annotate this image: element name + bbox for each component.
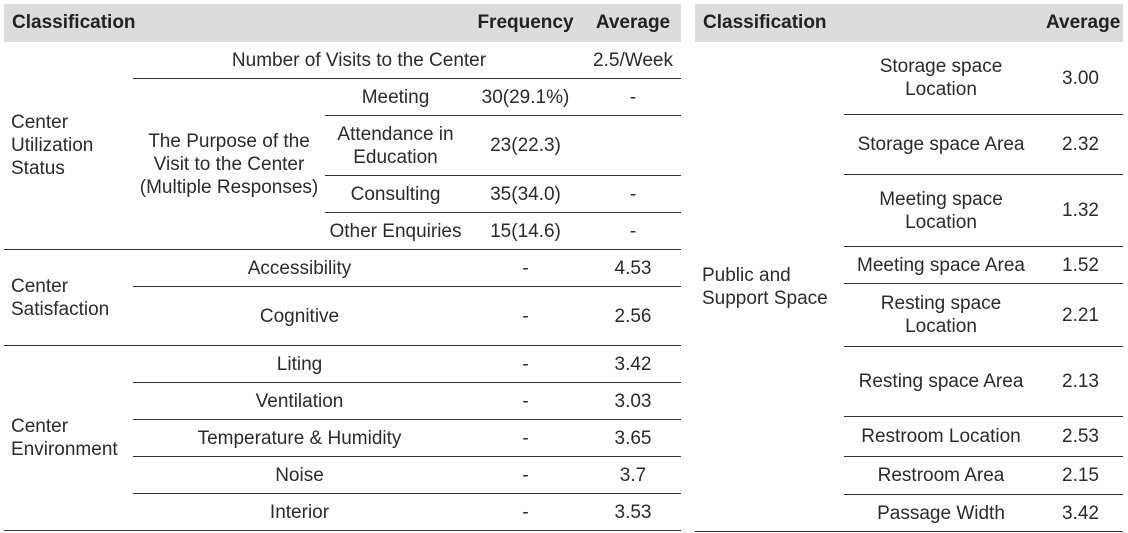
utilization-table: Classification Frequency Average Center … — [4, 4, 681, 531]
space-average: 2.32 — [1038, 114, 1124, 175]
table-row: Cognitive - 2.56 — [4, 286, 681, 346]
table-row: Center Environment Liting - 3.42 — [4, 345, 681, 531]
space-average: 3.42 — [1038, 494, 1124, 532]
space-average: 1.32 — [1038, 174, 1124, 247]
environment-average: 3.42 — [585, 345, 681, 383]
space-average: 2.13 — [1038, 346, 1124, 417]
environment-item: Temperature & Humidity — [133, 419, 466, 457]
satisfaction-frequency: - — [466, 286, 585, 346]
table-row: Center Utilization Status Number of Visi… — [4, 42, 681, 250]
header-row: Classification Average — [695, 4, 1124, 42]
table-row: Resting space Area 2.13 — [695, 346, 1124, 417]
satisfaction-average: 4.53 — [585, 249, 681, 287]
table-row: Passage Width 3.42 — [695, 494, 1124, 532]
satisfaction-frequency: - — [466, 249, 585, 287]
space-item: Resting space Area — [844, 346, 1039, 417]
table-row: Center Satisfaction Accessibility - 4.53 — [4, 249, 681, 346]
space-average: 2.21 — [1038, 283, 1124, 347]
space-item: Restroom Area — [844, 456, 1039, 495]
environment-average: 3.03 — [585, 382, 681, 420]
group-public-support: Public and Support Space — [695, 42, 844, 532]
environment-item: Noise — [133, 456, 466, 494]
header-classification: Classification — [4, 4, 466, 42]
space-item: Resting space Location — [844, 283, 1039, 347]
purpose-label: The Purpose of the Visit to the Center (… — [133, 78, 325, 250]
header-frequency: Frequency — [466, 4, 585, 42]
group-satisfaction: Center Satisfaction — [4, 249, 133, 346]
environment-frequency: - — [466, 382, 585, 420]
environment-item: Interior — [133, 493, 466, 531]
table-row: Interior - 3.53 — [4, 493, 681, 531]
header-average: Average — [1038, 4, 1124, 42]
satisfaction-average: 2.56 — [585, 286, 681, 346]
environment-average: 3.65 — [585, 419, 681, 457]
purpose-item: Attendance in Education — [325, 115, 466, 176]
space-item: Restroom Location — [844, 416, 1039, 457]
environment-item: Liting — [133, 345, 466, 383]
header-classification: Classification — [695, 4, 1039, 42]
table-row: Public and Support Space Storage space L… — [695, 42, 1124, 532]
space-average: 2.15 — [1038, 456, 1124, 495]
purpose-frequency: 35(34.0) — [466, 175, 585, 213]
space-item: Meeting space Location — [844, 174, 1039, 247]
group-utilization: Center Utilization Status — [4, 42, 133, 250]
environment-frequency: - — [466, 456, 585, 494]
table-row: Ventilation - 3.03 — [4, 382, 681, 420]
visits-label: Number of Visits to the Center — [133, 42, 585, 79]
space-average: 3.00 — [1038, 42, 1124, 115]
table-row: Other Enquiries 15(14.6) - — [4, 212, 681, 250]
purpose-average: - — [585, 212, 681, 250]
table-row: Meeting space Area 1.52 — [695, 246, 1124, 284]
table-row: Restroom Area 2.15 — [695, 456, 1124, 495]
purpose-frequency: 15(14.6) — [466, 212, 585, 250]
table-row: Resting space Location 2.21 — [695, 283, 1124, 347]
space-item: Meeting space Area — [844, 246, 1039, 284]
purpose-average: - — [585, 78, 681, 116]
space-item: Storage space Location — [844, 42, 1039, 115]
satisfaction-item: Cognitive — [133, 286, 466, 346]
table-row: Consulting 35(34.0) - — [4, 175, 681, 213]
table-row: Storage space Area 2.32 — [695, 114, 1124, 175]
satisfaction-item: Accessibility — [133, 249, 466, 287]
visits-average: 2.5/Week — [585, 42, 681, 79]
purpose-average: - — [585, 175, 681, 213]
environment-frequency: - — [466, 345, 585, 383]
table-row: Noise - 3.7 — [4, 456, 681, 494]
environment-frequency: - — [466, 493, 585, 531]
environment-average: 3.53 — [585, 493, 681, 531]
space-table: Classification Average Public and Suppor… — [695, 4, 1124, 532]
header-average: Average — [585, 4, 681, 42]
environment-item: Ventilation — [133, 382, 466, 420]
table-row: Attendance in Education 23(22.3) — [4, 115, 681, 176]
purpose-item: Consulting — [325, 175, 466, 213]
environment-average: 3.7 — [585, 456, 681, 494]
purpose-item: Meeting — [325, 78, 466, 116]
table-row: Meeting space Location 1.32 — [695, 174, 1124, 247]
table-row: The Purpose of the Visit to the Center (… — [4, 78, 681, 250]
group-environment: Center Environment — [4, 345, 133, 531]
space-item: Storage space Area — [844, 114, 1039, 175]
header-row: Classification Frequency Average — [4, 4, 681, 42]
space-average: 2.53 — [1038, 416, 1124, 457]
space-item: Passage Width — [844, 494, 1039, 532]
purpose-average — [585, 115, 681, 176]
environment-frequency: - — [466, 419, 585, 457]
purpose-frequency: 30(29.1%) — [466, 78, 585, 116]
table-row: Restroom Location 2.53 — [695, 416, 1124, 457]
table-row: Temperature & Humidity - 3.65 — [4, 419, 681, 457]
purpose-frequency: 23(22.3) — [466, 115, 585, 176]
space-average: 1.52 — [1038, 246, 1124, 284]
purpose-item: Other Enquiries — [325, 212, 466, 250]
